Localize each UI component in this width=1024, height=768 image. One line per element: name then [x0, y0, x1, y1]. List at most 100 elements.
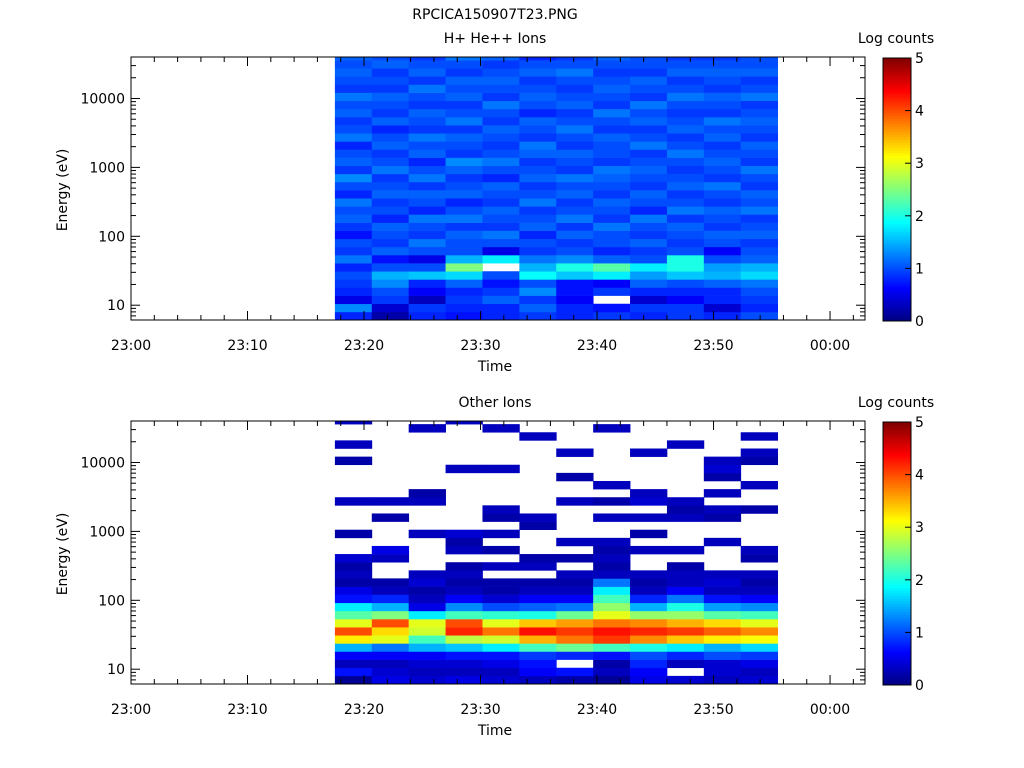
spectrogram-cell: [408, 578, 446, 587]
colorbar-segment: [883, 487, 911, 491]
spectrogram-cell: [740, 108, 779, 118]
colorbar-segment: [883, 134, 911, 138]
colorbar-segment: [883, 469, 911, 473]
spectrogram-cell: [593, 92, 631, 102]
spectrogram-cell: [703, 472, 742, 482]
spectrogram-cell: [630, 116, 668, 126]
spectrogram-cell: [334, 295, 373, 305]
colorbar-segment: [883, 432, 911, 436]
spectrogram-cell: [630, 570, 668, 579]
spectrogram-cell: [445, 651, 483, 660]
spectrogram-cell: [556, 667, 594, 677]
spectrogram-cell: [334, 279, 373, 288]
spectrogram-cell: [703, 586, 742, 595]
spectrogram-cell: [445, 246, 483, 256]
colorbar-segment: [883, 168, 911, 172]
spectrogram-cell: [519, 659, 557, 669]
x-axis: 23:00 23:10 23:20 23:30 23:40 23:50 00:00: [111, 421, 854, 718]
colorbar-segment: [883, 532, 911, 536]
colorbar-segment: [883, 299, 911, 303]
spectrogram-cell: [482, 311, 520, 321]
colorbar-segment: [883, 76, 911, 80]
spectrogram-cell: [556, 198, 594, 207]
spectrogram-cell: [334, 206, 373, 215]
spectrogram-cell: [630, 246, 668, 256]
spectrogram-cell: [334, 602, 373, 612]
spectrogram-cell: [445, 60, 483, 69]
colorbar-tick-label: 1: [915, 261, 924, 277]
spectrogram-cell: [371, 116, 410, 126]
spectrogram-cell: [703, 198, 742, 207]
spectrogram-cell: [593, 255, 631, 264]
spectrogram-cell: [666, 675, 705, 685]
x-axis: 23:00 23:10 23:20 23:30 23:40 23:50 00:00: [111, 57, 854, 354]
spectrogram-cell: [556, 675, 594, 685]
colorbar-segment: [883, 458, 911, 462]
spectrogram-cell: [630, 610, 668, 620]
panel-title: H+ He++ Ions: [444, 31, 547, 47]
spectrogram-cell: [445, 659, 483, 669]
spectrogram-cell: [482, 586, 520, 595]
spectrogram-cell: [630, 619, 668, 628]
spectrogram-cell: [666, 635, 705, 644]
spectrogram-cell: [482, 578, 520, 587]
spectrogram-cell: [556, 238, 594, 248]
spectrogram-cell: [666, 255, 705, 264]
colorbar-segment: [883, 566, 911, 570]
colorbar-segment: [883, 677, 911, 681]
spectrogram-cell: [556, 537, 594, 547]
spectrogram-cell: [666, 570, 705, 579]
spectrogram-cell: [556, 76, 594, 85]
spectrogram-cell: [482, 643, 520, 652]
spectrogram-cell: [703, 100, 742, 110]
colorbar-segment: [883, 642, 911, 646]
colorbar-segment: [883, 648, 911, 652]
spectrogram-cell: [556, 602, 594, 612]
colorbar-segment: [883, 632, 911, 636]
colorbar-segment: [883, 479, 911, 483]
spectrogram-cell: [445, 263, 483, 272]
spectrogram-cell: [482, 594, 520, 604]
colorbar-segment: [883, 218, 911, 222]
spectrogram-cell: [482, 464, 520, 474]
spectrogram-cell: [703, 230, 742, 240]
spectrogram-cell: [482, 116, 520, 126]
spectrogram-cell: [666, 651, 705, 660]
spectrogram-cell: [666, 68, 705, 77]
spectrogram-cell: [740, 279, 779, 288]
spectrogram-cell: [666, 440, 705, 449]
spectrogram-cell: [630, 578, 668, 587]
y-tick-label: 1000: [89, 160, 125, 176]
colorbar-segment: [883, 450, 911, 454]
spectrogram-cell: [703, 238, 742, 248]
spectrogram-cell: [666, 303, 705, 313]
spectrogram-cell: [408, 92, 446, 102]
spectrogram-cell: [703, 214, 742, 223]
spectrogram-cell: [519, 173, 557, 183]
spectrogram-cell: [593, 627, 631, 636]
spectrogram-cell: [703, 464, 742, 474]
spectrogram-cell: [482, 619, 520, 628]
colorbar-segment: [883, 79, 911, 83]
spectrogram-cell: [408, 627, 446, 636]
spectrogram-cell: [371, 133, 410, 142]
colorbar-segment: [883, 666, 911, 670]
spectrogram-cell: [703, 643, 742, 652]
spectrogram-cell: [445, 643, 483, 652]
spectrogram-cell: [334, 108, 373, 118]
colorbar-segment: [883, 265, 911, 269]
spectrogram-cell: [593, 537, 631, 547]
spectrogram-cell: [703, 222, 742, 231]
spectrogram-cell: [482, 545, 520, 555]
colorbar-segment: [883, 110, 911, 114]
spectrogram-cell: [703, 157, 742, 166]
spectrogram-cell: [630, 279, 668, 288]
spectrogram-cell: [482, 222, 520, 231]
colorbar-segment: [883, 553, 911, 557]
spectrogram-cell: [630, 586, 668, 595]
spectrogram-cell: [703, 279, 742, 288]
colorbar-segment: [883, 519, 911, 523]
colorbar-segment: [883, 587, 911, 591]
spectrogram-cell: [334, 181, 373, 191]
spectrogram-cell: [630, 92, 668, 102]
